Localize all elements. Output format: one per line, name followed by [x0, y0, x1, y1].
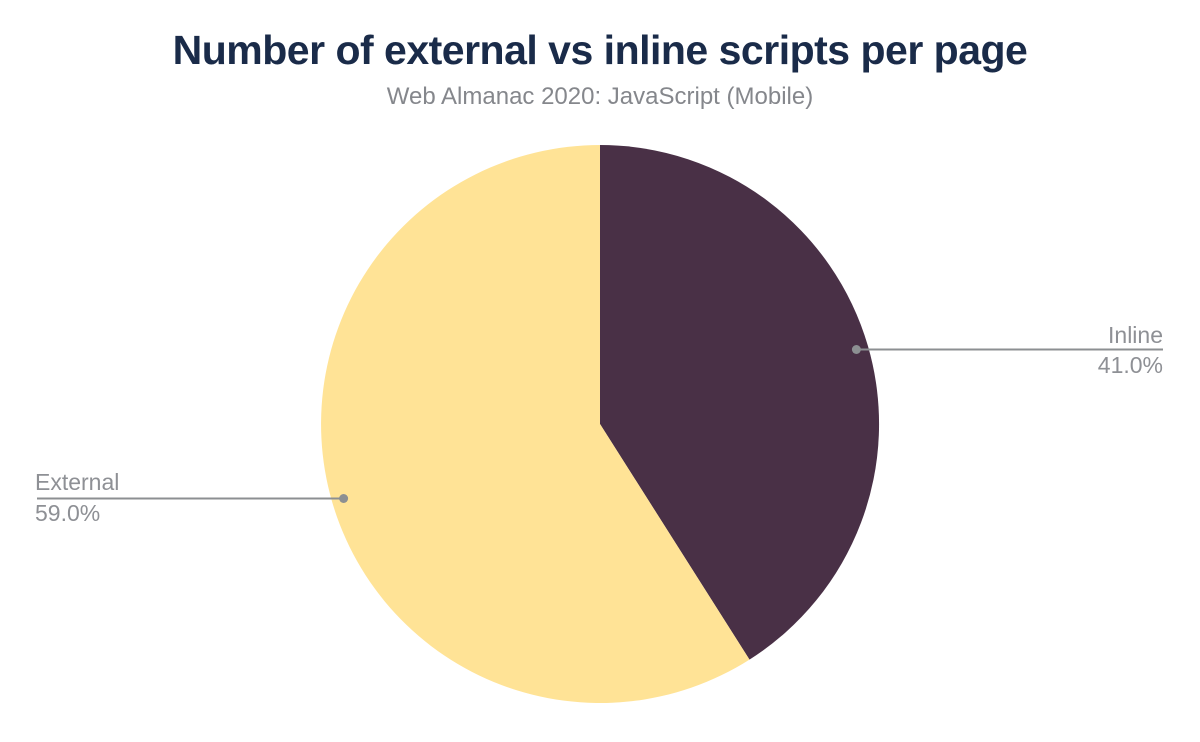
chart-subtitle: Web Almanac 2020: JavaScript (Mobile)	[386, 83, 814, 111]
callout-label-external: External	[35, 469, 120, 495]
callout-value-inline: 41.0%	[1097, 352, 1163, 378]
leader-dot-external	[339, 494, 349, 503]
pie-slice-inline[interactable]	[600, 144, 880, 660]
pie-slice-external[interactable]	[321, 145, 750, 704]
callout-label-inline: Inline	[1108, 322, 1163, 348]
chart-title: Number of external vs inline scripts per…	[172, 27, 1028, 73]
callout-value-external: 59.0%	[35, 500, 101, 526]
leader-dot-inline	[851, 345, 861, 354]
